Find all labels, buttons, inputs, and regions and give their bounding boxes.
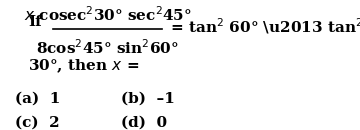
Text: (d)  0: (d) 0 xyxy=(121,116,167,130)
Text: (b)  –1: (b) –1 xyxy=(121,92,175,106)
Text: 8cos$^2$45° sin$^2$60°: 8cos$^2$45° sin$^2$60° xyxy=(36,38,179,57)
Text: $x$ cosec$^2$30° sec$^2$45°: $x$ cosec$^2$30° sec$^2$45° xyxy=(24,5,192,24)
Text: If: If xyxy=(28,15,42,29)
Text: (a)  1: (a) 1 xyxy=(15,92,60,106)
Text: = tan$^2$ 60° \u2013 tan$^2$: = tan$^2$ 60° \u2013 tan$^2$ xyxy=(170,16,360,36)
Text: 30°, then $x$ =: 30°, then $x$ = xyxy=(28,58,139,75)
Text: (c)  2: (c) 2 xyxy=(15,116,59,130)
